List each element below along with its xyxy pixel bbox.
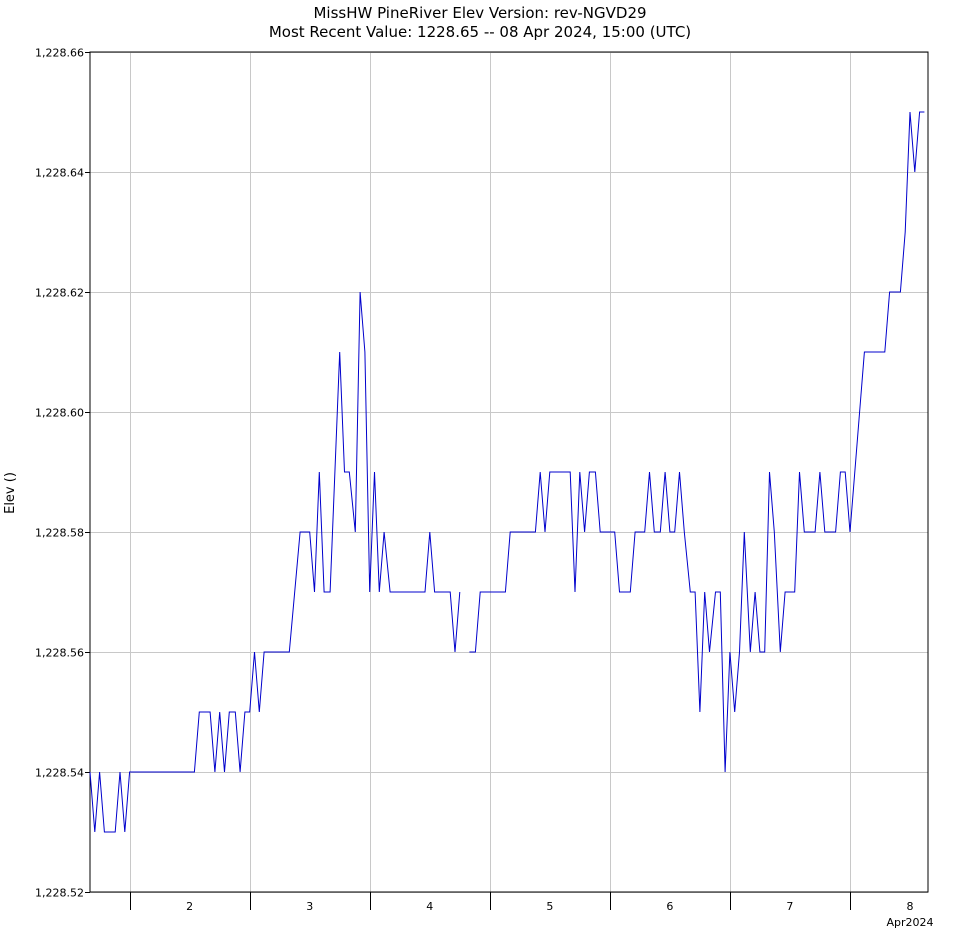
series-line-segment [469, 111, 925, 773]
y-axis-label: Elev () [3, 472, 18, 514]
x-axis-month-label: Apr2024 [886, 916, 933, 929]
x-tick-label: 3 [306, 900, 313, 913]
chart-subtitle: Most Recent Value: 1228.65 -- 08 Apr 202… [269, 23, 691, 41]
y-tick-label: 1,228.62 [35, 287, 84, 300]
y-tick-label: 1,228.56 [35, 647, 84, 660]
chart-title: MissHW PineRiver Elev Version: rev-NGVD2… [313, 4, 646, 22]
y-tick-label: 1,228.60 [35, 407, 84, 420]
x-tick-label: 8 [906, 900, 913, 913]
x-tick-label: 5 [546, 900, 553, 913]
series-line-segment [89, 291, 461, 833]
y-tick-label: 1,228.66 [35, 47, 84, 60]
grid-lines [90, 52, 928, 893]
x-tick-label: 7 [786, 900, 793, 913]
x-tick-label: 4 [426, 900, 433, 913]
y-axis-ticks: 1,228.52 1,228.54 1,228.56 1,228.58 1,228.60… [35, 47, 90, 900]
x-tick-label: 2 [186, 900, 193, 913]
y-tick-label: 1,228.64 [35, 167, 84, 180]
y-tick-label: 1,228.52 [35, 887, 84, 900]
x-axis-ticks: 2 3 4 5 6 7 8 [130, 892, 913, 913]
series-group [89, 111, 925, 833]
x-tick-label: 6 [666, 900, 673, 913]
y-tick-label: 1,228.58 [35, 527, 84, 540]
y-tick-label: 1,228.54 [35, 767, 84, 780]
